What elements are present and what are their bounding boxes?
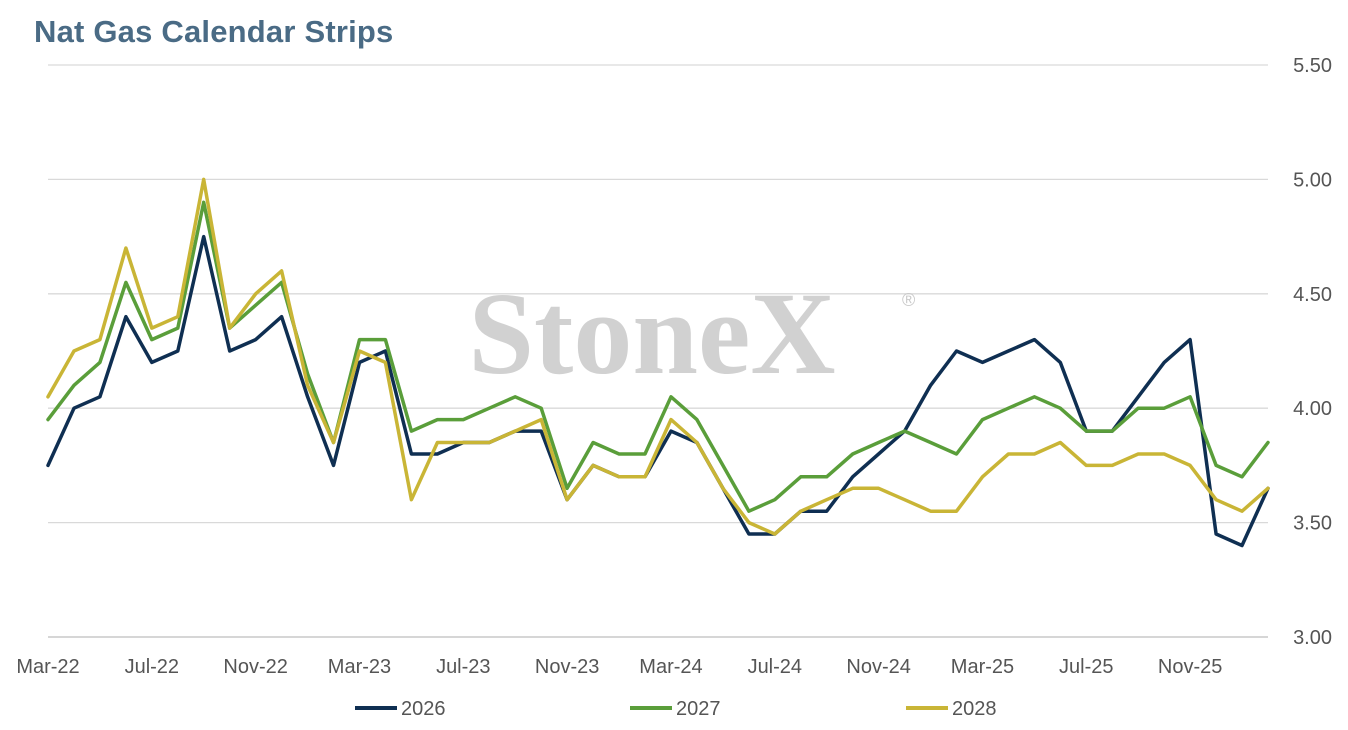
legend-label-2027: 2027	[676, 698, 721, 720]
legend: 2026 2027 2028	[355, 698, 997, 720]
y-tick-label: 3.50	[1293, 513, 1332, 535]
x-tick-label: Mar-24	[639, 656, 702, 678]
watermark-registered-mark: ®	[902, 290, 915, 310]
series-line-2028	[46, 177, 1270, 536]
x-tick-label: Mar-25	[951, 656, 1014, 678]
y-tick-label: 4.00	[1293, 398, 1332, 420]
x-tick-label: Mar-22	[16, 656, 79, 678]
x-tick-label: Nov-22	[223, 656, 287, 678]
x-tick-label: Nov-24	[846, 656, 910, 678]
x-tick-label: Jul-23	[436, 656, 490, 678]
y-axis-ticks: 3.00 3.50 4.00 4.50 5.00 5.50	[1293, 55, 1332, 649]
series-line-2026	[46, 234, 1270, 548]
x-tick-label: Jul-24	[748, 656, 802, 678]
series-line-2027	[46, 200, 1270, 513]
y-tick-label: 4.50	[1293, 284, 1332, 306]
legend-label-2026: 2026	[401, 698, 446, 720]
y-tick-label: 3.00	[1293, 627, 1332, 649]
x-tick-label: Mar-23	[328, 656, 391, 678]
x-axis-ticks: Mar-22 Jul-22 Nov-22 Mar-23 Jul-23 Nov-23 Mar-…	[16, 656, 1222, 678]
chart-title: Nat Gas Calendar Strips	[34, 14, 394, 49]
watermark-text: StoneX	[468, 268, 835, 399]
y-tick-label: 5.00	[1293, 169, 1332, 191]
legend-label-2028: 2028	[952, 698, 997, 720]
x-tick-label: Jul-22	[125, 656, 179, 678]
series-lines	[46, 177, 1270, 548]
watermark: StoneX ®	[468, 268, 915, 399]
x-tick-label: Jul-25	[1059, 656, 1113, 678]
gridlines	[48, 64, 1268, 638]
x-tick-label: Nov-25	[1158, 656, 1222, 678]
x-tick-label: Nov-23	[535, 656, 599, 678]
y-tick-label: 5.50	[1293, 55, 1332, 77]
